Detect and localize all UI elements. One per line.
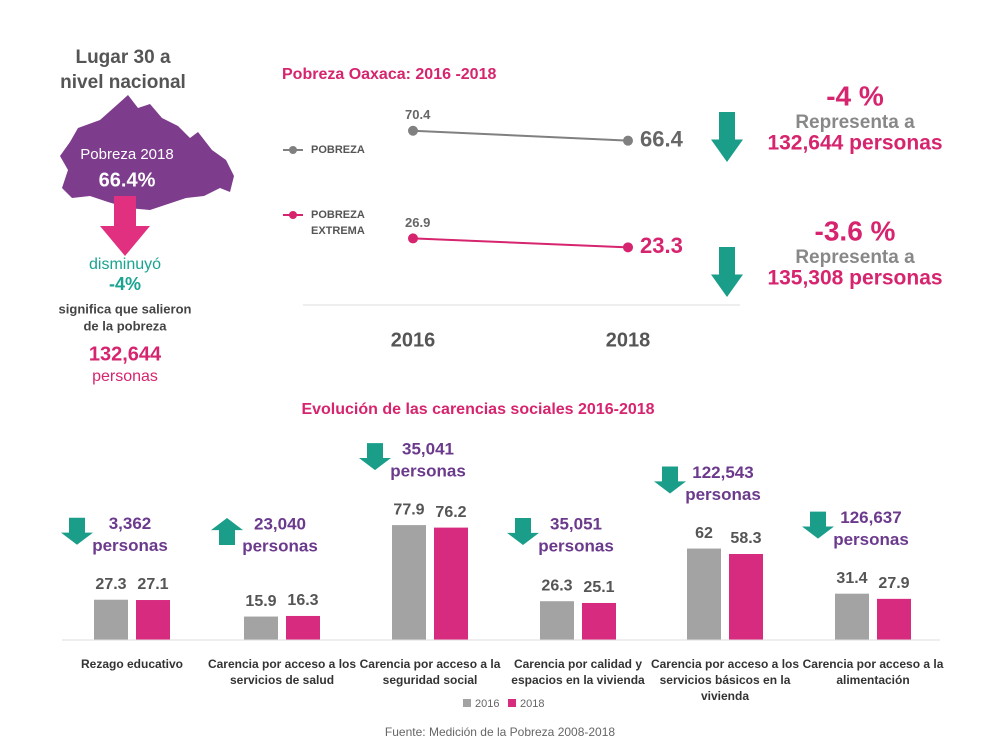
- change-value: -4%: [109, 274, 141, 294]
- legend-label: POBREZA: [311, 144, 365, 156]
- value-label: 27.1: [137, 576, 168, 593]
- category-label: Rezago educativo: [80, 657, 184, 671]
- bar: [877, 598, 911, 640]
- value-label: 62: [695, 525, 713, 542]
- value-label: 26.3: [541, 577, 572, 594]
- arrow: [711, 112, 743, 162]
- legend-label: 2016: [475, 698, 499, 710]
- series-line: [412, 129, 629, 142]
- annotation-unit: personas: [92, 536, 168, 555]
- annotation-people: 35,051: [550, 514, 602, 533]
- category-label: Carencia por acceso a la seguridad socia…: [359, 657, 501, 687]
- point: [623, 135, 633, 146]
- category-label: Carencia por acceso a los servicios bási…: [650, 657, 800, 703]
- value-label: 76.2: [435, 504, 466, 521]
- value-label: 16.3: [287, 592, 318, 609]
- annotation-people: 35,041: [402, 440, 454, 459]
- value-label: 15.9: [245, 593, 276, 610]
- legend-swatch: [463, 699, 471, 707]
- point: [408, 125, 418, 136]
- annotation-text: Representa a: [795, 247, 915, 268]
- value-label: 70.4: [405, 107, 431, 122]
- arrow: [507, 518, 539, 545]
- bar: [540, 601, 574, 640]
- annotation-people: 132,644 personas: [767, 132, 942, 155]
- bar: [687, 548, 721, 640]
- map-label: Pobreza 2018: [80, 146, 173, 163]
- arrow: [802, 511, 834, 539]
- bar: [136, 600, 170, 640]
- value-label: 27.9: [878, 575, 909, 592]
- annotation-people: 23,040: [254, 514, 306, 533]
- arrow: [359, 443, 391, 471]
- series-line: [412, 237, 629, 249]
- bar: [434, 527, 468, 640]
- bar: [835, 593, 869, 640]
- annotation-people: 3,362: [109, 514, 152, 533]
- arrow: [711, 247, 743, 297]
- legend-swatch: [508, 699, 516, 707]
- annotation-unit: personas: [833, 530, 909, 549]
- category-label: Carencia por calidad y espacios en la vi…: [511, 657, 645, 687]
- value-label: 77.9: [393, 501, 424, 518]
- line-chart-title: Pobreza Oaxaca: 2016 -2018: [282, 66, 496, 83]
- arrow: [654, 466, 686, 494]
- point: [623, 242, 633, 253]
- x-tick-label: 2018: [606, 329, 651, 351]
- arrow: [61, 517, 93, 545]
- bar: [244, 616, 278, 640]
- value-label: 66.4: [640, 126, 684, 151]
- annotation-text: Representa a: [795, 112, 915, 133]
- x-tick-label: 2016: [391, 329, 436, 351]
- annotation-change: -3.6 %: [815, 215, 896, 246]
- value-label: 27.3: [95, 576, 126, 593]
- legend-marker: [289, 146, 297, 154]
- value-label: 58.3: [730, 530, 761, 547]
- decrease-arrow: [100, 196, 150, 256]
- left-title: Lugar 30 a: [75, 47, 170, 68]
- value-label: 26.9: [405, 215, 430, 230]
- people-unit: personas: [92, 368, 158, 385]
- bar: [286, 615, 320, 640]
- oaxaca-map: [60, 95, 234, 210]
- annotation-unit: personas: [242, 536, 318, 555]
- annotation-change: -4 %: [826, 80, 884, 111]
- value-label: 23.3: [640, 233, 683, 258]
- source: Fuente: Medición de la Pobreza 2008-2018: [385, 725, 615, 739]
- category-label: Carencia por acceso a los servicios de s…: [207, 657, 357, 687]
- value-label: 31.4: [836, 570, 867, 587]
- people-count: 132,644: [89, 343, 162, 365]
- legend-label: POBREZA EXTREMA: [311, 209, 365, 237]
- note: significa que salieron: [59, 301, 192, 316]
- category-label: Carencia por acceso a la alimentación: [802, 657, 944, 687]
- map-value: 66.4%: [99, 169, 156, 191]
- annotation-people: 126,637: [840, 508, 901, 527]
- annotation-unit: personas: [538, 536, 614, 555]
- annotation-unit: personas: [390, 462, 466, 481]
- annotation-people: 135,308 personas: [767, 267, 942, 290]
- note: de la pobreza: [83, 318, 167, 333]
- bar: [582, 602, 616, 640]
- bar: [94, 599, 128, 640]
- legend-label: 2018: [520, 698, 544, 710]
- annotation-unit: personas: [685, 485, 761, 504]
- annotation-people: 122,543: [692, 463, 753, 482]
- change-label: disminuyó: [89, 256, 161, 273]
- legend-marker: [289, 211, 297, 219]
- value-label: 25.1: [583, 579, 614, 596]
- bar: [729, 554, 763, 640]
- bar-chart-title: Evolución de las carencias sociales 2016…: [301, 401, 654, 418]
- point: [408, 233, 418, 244]
- arrow: [211, 518, 243, 545]
- left-title: nivel nacional: [60, 72, 186, 93]
- bar: [392, 525, 426, 640]
